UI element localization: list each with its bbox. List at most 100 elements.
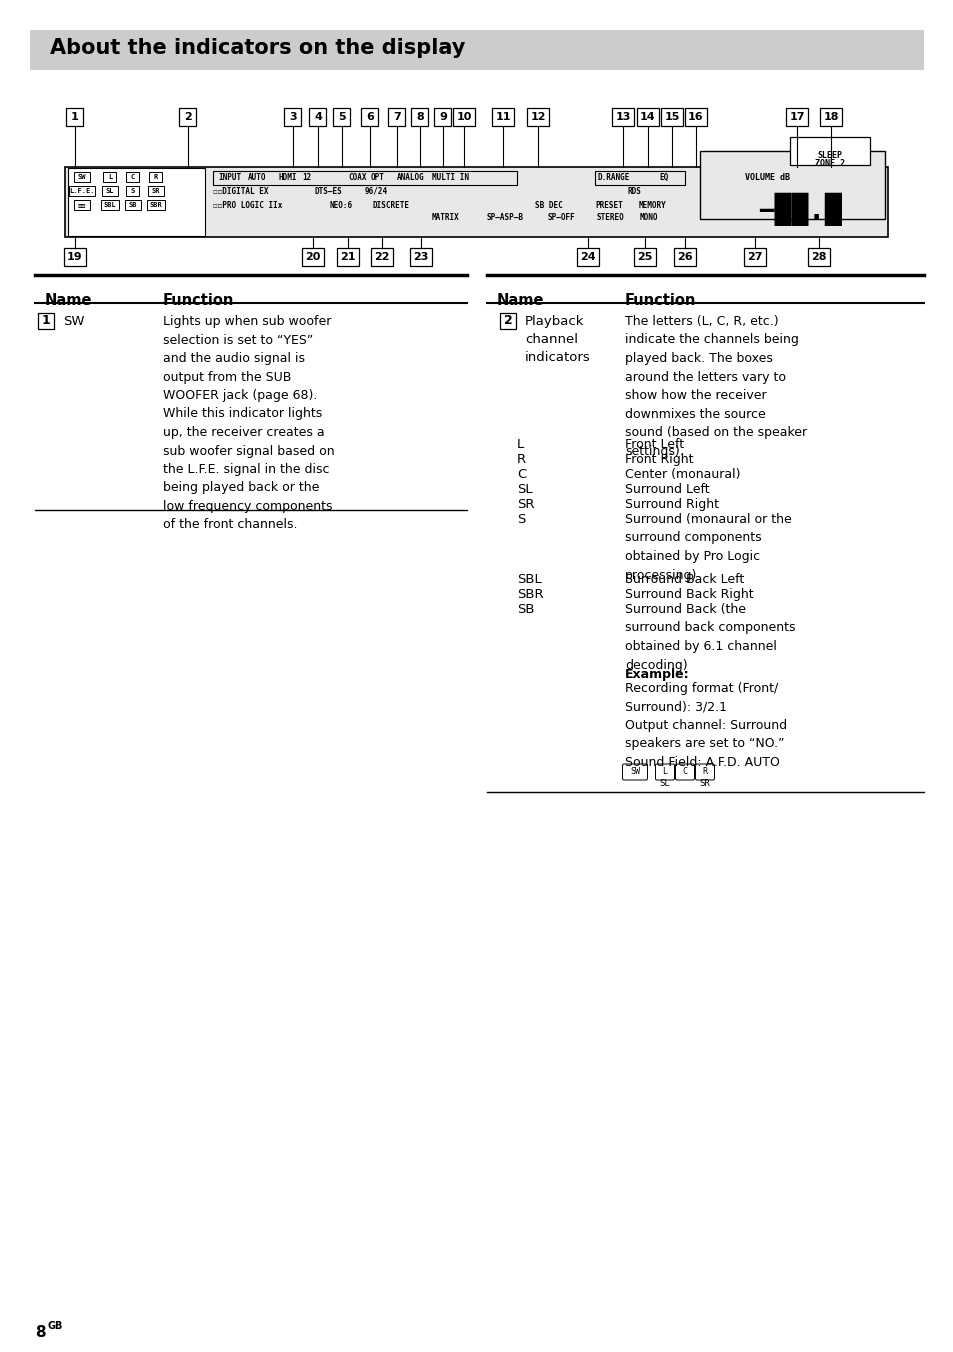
Text: Surround Back Right: Surround Back Right	[624, 588, 753, 602]
Bar	[103, 172, 116, 183]
Text: Surround Back (the
surround back components
obtained by 6.1 channel
decoding): Surround Back (the surround back compone…	[624, 603, 795, 672]
Text: Center (monaural): Center (monaural)	[624, 468, 740, 481]
Text: SBL: SBL	[104, 201, 116, 208]
Text: ≡≡: ≡≡	[77, 201, 86, 208]
Text: 10: 10	[456, 112, 471, 122]
Text: MEMORY: MEMORY	[639, 200, 666, 210]
Text: AUTO: AUTO	[248, 173, 266, 181]
Text: 11: 11	[495, 112, 510, 122]
Text: 6: 6	[366, 112, 374, 122]
Text: 8: 8	[35, 1325, 46, 1340]
Text: 15: 15	[663, 112, 679, 122]
Text: HDMI: HDMI	[278, 173, 297, 181]
Text: 13: 13	[615, 112, 630, 122]
Bar	[336, 247, 358, 266]
Text: INPUT: INPUT	[218, 173, 241, 181]
Text: Name: Name	[497, 293, 544, 308]
Bar	[65, 168, 887, 237]
Text: ☐☐PRO LOGIC IIx: ☐☐PRO LOGIC IIx	[213, 200, 282, 210]
Bar	[684, 108, 706, 126]
Text: 28: 28	[810, 251, 826, 262]
Bar	[660, 108, 682, 126]
Text: MATRIX: MATRIX	[432, 214, 459, 223]
Bar	[789, 137, 869, 165]
Text: 2: 2	[503, 315, 512, 327]
FancyBboxPatch shape	[695, 764, 714, 780]
Text: 18: 18	[822, 112, 838, 122]
Text: SB: SB	[517, 603, 534, 617]
Text: ANALOG: ANALOG	[396, 173, 424, 181]
Text: 25: 25	[637, 251, 652, 262]
Text: Lights up when sub woofer
selection is set to “YES”
and the audio signal is
outp: Lights up when sub woofer selection is s…	[163, 315, 335, 531]
Text: 2: 2	[184, 112, 192, 122]
Bar	[577, 247, 598, 266]
Text: 1: 1	[42, 315, 51, 327]
Bar	[499, 314, 516, 329]
Bar	[595, 170, 684, 185]
Bar	[410, 247, 432, 266]
Bar	[64, 247, 86, 266]
Bar	[309, 108, 326, 126]
Text: SLEEP: SLEEP	[817, 150, 841, 160]
Text: 14: 14	[639, 112, 655, 122]
Text: EQ: EQ	[659, 173, 667, 181]
Text: 23: 23	[413, 251, 428, 262]
Bar	[127, 187, 139, 196]
Text: L: L	[661, 768, 667, 776]
Bar	[101, 200, 119, 210]
Text: 9: 9	[438, 112, 446, 122]
Bar	[68, 168, 205, 237]
Bar	[820, 108, 841, 126]
Text: The letters (L, C, R, etc.)
indicate the channels being
played back. The boxes
a: The letters (L, C, R, etc.) indicate the…	[624, 315, 806, 457]
Bar	[673, 247, 696, 266]
Text: 96/24: 96/24	[365, 187, 388, 196]
Text: 4: 4	[314, 112, 321, 122]
FancyBboxPatch shape	[622, 764, 647, 780]
Text: SP–ASP–B: SP–ASP–B	[486, 214, 523, 223]
Text: NEO:6: NEO:6	[330, 200, 353, 210]
Bar	[634, 247, 656, 266]
Bar	[284, 108, 301, 126]
Bar	[213, 170, 517, 185]
Text: L.F.E.: L.F.E.	[70, 188, 94, 193]
Text: R: R	[517, 453, 525, 466]
Text: RDS: RDS	[627, 187, 641, 196]
Text: SW: SW	[77, 174, 86, 180]
Bar	[102, 187, 118, 196]
Text: SP–OFF: SP–OFF	[547, 214, 576, 223]
Bar	[637, 108, 659, 126]
Text: 26: 26	[677, 251, 692, 262]
Text: 3: 3	[289, 112, 296, 122]
Bar	[361, 108, 378, 126]
Text: SBR: SBR	[150, 201, 162, 208]
Text: 22: 22	[374, 251, 390, 262]
Bar	[334, 108, 350, 126]
Text: SL: SL	[659, 780, 670, 788]
Text: Example:: Example:	[624, 668, 689, 681]
Text: About the indicators on the display: About the indicators on the display	[50, 38, 465, 58]
Text: Surround Left: Surround Left	[624, 483, 709, 496]
Text: OPT: OPT	[371, 173, 384, 181]
Text: Surround Right: Surround Right	[624, 498, 719, 511]
Text: COAX: COAX	[348, 173, 366, 181]
Text: SL: SL	[517, 483, 532, 496]
Text: 12: 12	[530, 112, 545, 122]
Text: 5: 5	[337, 112, 345, 122]
Text: C: C	[681, 768, 687, 776]
Bar	[74, 172, 90, 183]
Text: DISCRETE: DISCRETE	[373, 200, 410, 210]
Text: −██.█: −██.█	[758, 192, 841, 226]
FancyBboxPatch shape	[655, 764, 674, 780]
Text: 16: 16	[687, 112, 703, 122]
Text: MONO: MONO	[639, 214, 658, 223]
Bar	[434, 108, 451, 126]
Text: S: S	[517, 512, 525, 526]
Text: C: C	[517, 468, 526, 481]
Text: Front Left: Front Left	[624, 438, 683, 452]
Bar	[743, 247, 765, 266]
Bar	[147, 200, 165, 210]
Text: L: L	[108, 174, 112, 180]
Text: 24: 24	[579, 251, 596, 262]
Text: DTS–ES: DTS–ES	[314, 187, 342, 196]
Text: PRESET: PRESET	[595, 200, 622, 210]
